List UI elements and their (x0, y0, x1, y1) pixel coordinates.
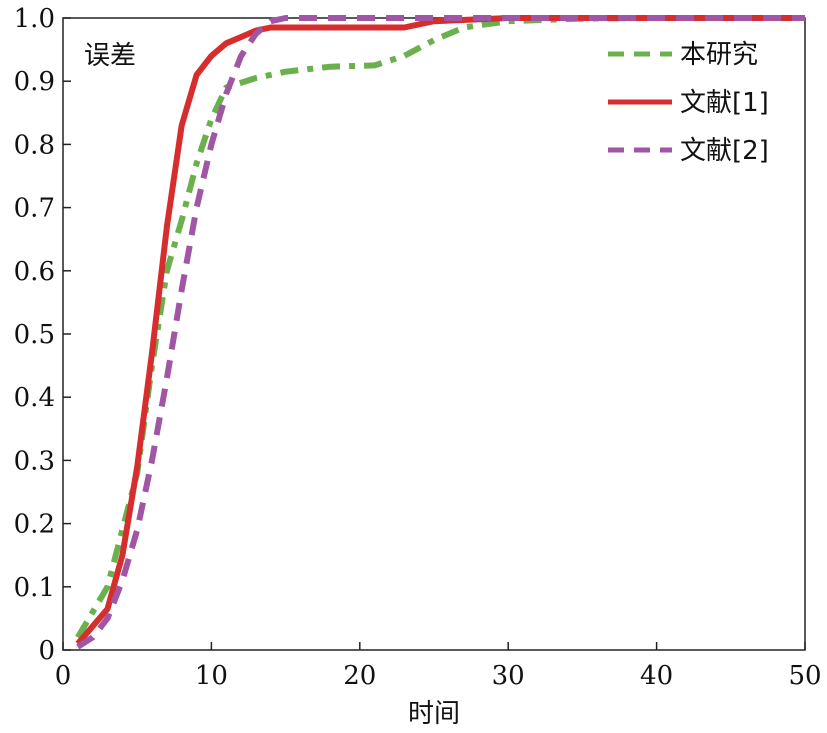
x-tick-label: 40 (640, 661, 673, 691)
series-layer (75, 15, 805, 650)
y-tick-label: 0.6 (14, 257, 55, 287)
y-tick-label: 0 (38, 636, 55, 666)
x-tick-label: 50 (788, 661, 821, 691)
y-tick-label: 0.3 (14, 446, 55, 476)
plot-area (62, 17, 806, 651)
y-tick-label: 0.9 (14, 67, 55, 97)
x-tick-label: 0 (55, 661, 72, 691)
x-tick-label: 30 (492, 661, 525, 691)
y-tick-label: 0.5 (14, 320, 55, 350)
y-tick-label: 1.0 (14, 4, 55, 34)
legend-label-3: 文献[2] (680, 136, 769, 166)
y-tick-label: 0.4 (14, 383, 55, 413)
x-tick-label: 10 (195, 661, 228, 691)
y-axis-title: 误差 (84, 41, 136, 71)
y-tick-label: 0.8 (14, 130, 55, 160)
x-tick-label: 20 (343, 661, 376, 691)
legend-label-2: 文献[1] (680, 88, 769, 118)
y-axis: 0 0.1 0.2 0.3 0.4 0.5 0.6 0.7 0.8 0.9 1.0 (14, 4, 71, 666)
x-axis: 0 10 20 30 40 50 (55, 642, 822, 691)
legend-label-1: 本研究 (680, 40, 758, 70)
x-axis-title: 时间 (408, 699, 460, 729)
series-line-3 (76, 15, 805, 650)
y-tick-label: 0.7 (14, 194, 55, 224)
y-tick-label: 0.1 (14, 573, 55, 603)
y-tick-label: 0.2 (14, 510, 55, 540)
series-line-2 (75, 15, 805, 646)
